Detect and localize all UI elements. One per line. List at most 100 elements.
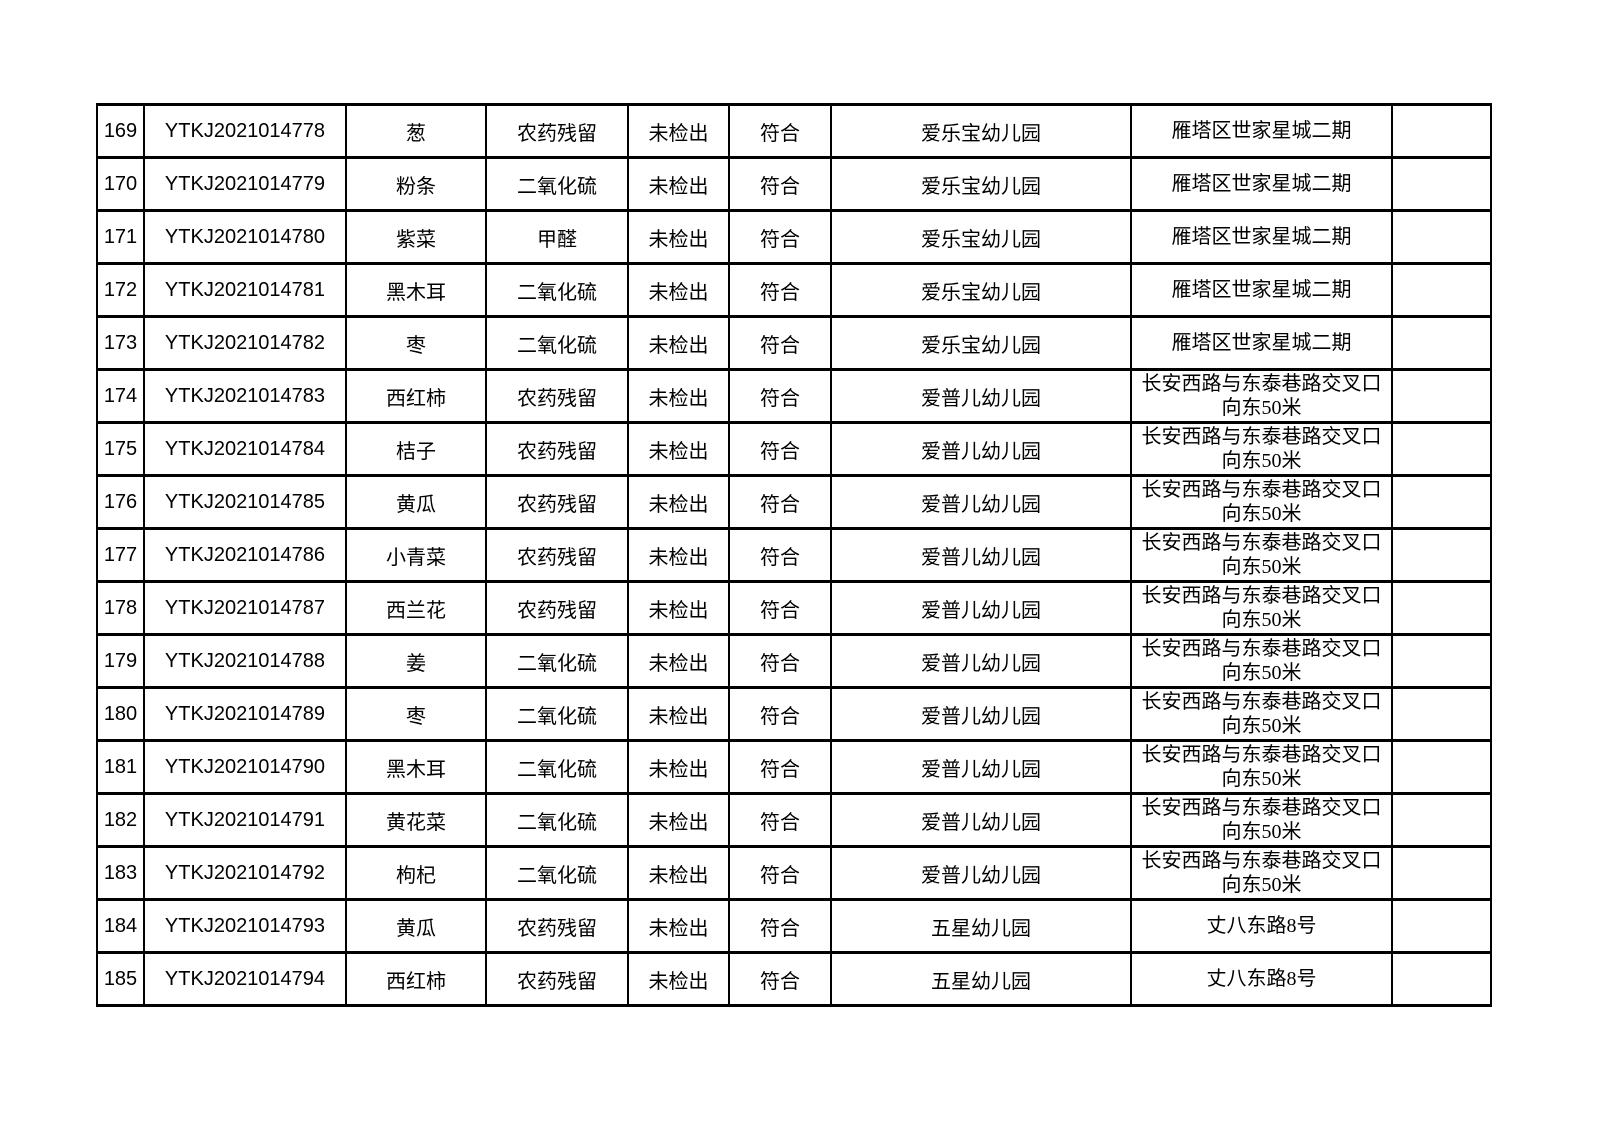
- cell-food-item: 枣: [345, 315, 487, 371]
- cell-conclusion: 符合: [728, 792, 832, 848]
- cell-row-number: 171: [96, 209, 145, 265]
- cell-organization: 爱普儿幼儿园: [830, 421, 1132, 477]
- cell-conclusion: 符合: [728, 368, 832, 424]
- cell-remark: [1391, 421, 1492, 477]
- cell-address: 长安西路与东泰巷路交叉口向东50米: [1130, 739, 1393, 795]
- cell-remark: [1391, 580, 1492, 636]
- cell-organization: 爱乐宝幼儿园: [830, 262, 1132, 318]
- cell-food-item: 黑木耳: [345, 739, 487, 795]
- table-row: 175 YTKJ2021014784 桔子 农药残留 未检出 符合 爱普儿幼儿园 长安西路与东…: [96, 421, 1492, 477]
- table-row: 183 YTKJ2021014792 枸杞 二氧化硫 未检出 符合 爱普儿幼儿园 长安西路与东…: [96, 845, 1492, 901]
- cell-remark: [1391, 686, 1492, 742]
- cell-address: 长安西路与东泰巷路交叉口向东50米: [1130, 421, 1393, 477]
- cell-test-item: 二氧化硫: [485, 845, 629, 901]
- cell-row-number: 180: [96, 686, 145, 742]
- cell-address: 长安西路与东泰巷路交叉口向东50米: [1130, 580, 1393, 636]
- cell-test-result: 未检出: [627, 686, 730, 742]
- cell-sample-id: YTKJ2021014780: [143, 209, 347, 265]
- cell-remark: [1391, 951, 1492, 1007]
- cell-row-number: 170: [96, 156, 145, 212]
- cell-address: 长安西路与东泰巷路交叉口向东50米: [1130, 527, 1393, 583]
- cell-sample-id: YTKJ2021014789: [143, 686, 347, 742]
- table-row: 177 YTKJ2021014786 小青菜 农药残留 未检出 符合 爱普儿幼儿园 长安西路与…: [96, 527, 1492, 583]
- cell-food-item: 小青菜: [345, 527, 487, 583]
- cell-conclusion: 符合: [728, 633, 832, 689]
- cell-test-result: 未检出: [627, 103, 730, 159]
- cell-organization: 爱普儿幼儿园: [830, 527, 1132, 583]
- cell-conclusion: 符合: [728, 315, 832, 371]
- table-row: 169 YTKJ2021014778 葱农药残留 未检出 符合 爱乐宝幼儿园 雁塔区世家星城…: [96, 103, 1492, 159]
- cell-remark: [1391, 103, 1492, 159]
- cell-test-item: 二氧化硫: [485, 315, 629, 371]
- cell-test-result: 未检出: [627, 474, 730, 530]
- cell-remark: [1391, 633, 1492, 689]
- cell-sample-id: YTKJ2021014778: [143, 103, 347, 159]
- cell-sample-id: YTKJ2021014783: [143, 368, 347, 424]
- cell-address: 雁塔区世家星城二期: [1130, 262, 1393, 318]
- table-row: 178 YTKJ2021014787 西兰花 农药残留 未检出 符合 爱普儿幼儿园 长安西路与…: [96, 580, 1492, 636]
- cell-sample-id: YTKJ2021014786: [143, 527, 347, 583]
- cell-conclusion: 符合: [728, 262, 832, 318]
- cell-organization: 爱乐宝幼儿园: [830, 156, 1132, 212]
- cell-test-result: 未检出: [627, 209, 730, 265]
- cell-food-item: 黄瓜: [345, 898, 487, 954]
- cell-food-item: 西红柿: [345, 951, 487, 1007]
- table-row: 174 YTKJ2021014783 西红柿 农药残留 未检出 符合 爱普儿幼儿园 长安西路与…: [96, 368, 1492, 424]
- cell-test-result: 未检出: [627, 315, 730, 371]
- cell-address: 丈八东路8号: [1130, 898, 1393, 954]
- cell-test-item: 二氧化硫: [485, 686, 629, 742]
- table-row: 171 YTKJ2021014780 紫菜 甲醛 未检出 符合 爱乐宝幼儿园 雁塔区世家星城二…: [96, 209, 1492, 265]
- cell-sample-id: YTKJ2021014794: [143, 951, 347, 1007]
- cell-remark: [1391, 845, 1492, 901]
- cell-remark: [1391, 156, 1492, 212]
- cell-conclusion: 符合: [728, 103, 832, 159]
- cell-address: 丈八东路8号: [1130, 951, 1393, 1007]
- cell-sample-id: YTKJ2021014788: [143, 633, 347, 689]
- cell-remark: [1391, 739, 1492, 795]
- cell-test-result: 未检出: [627, 792, 730, 848]
- food-safety-inspection-table: 169 YTKJ2021014778 葱农药残留 未检出 符合 爱乐宝幼儿园 雁塔区世家星城…: [96, 103, 1492, 1007]
- table-row: 179 YTKJ2021014788 姜二氧化硫 未检出 符合 爱普儿幼儿园 长安西路与东泰…: [96, 633, 1492, 689]
- cell-remark: [1391, 898, 1492, 954]
- cell-row-number: 169: [96, 103, 145, 159]
- cell-organization: 爱普儿幼儿园: [830, 845, 1132, 901]
- cell-organization: 爱普儿幼儿园: [830, 580, 1132, 636]
- cell-remark: [1391, 792, 1492, 848]
- cell-remark: [1391, 209, 1492, 265]
- table-row: 176 YTKJ2021014785 黄瓜 农药残留 未检出 符合 爱普儿幼儿园 长安西路与东…: [96, 474, 1492, 530]
- cell-address: 雁塔区世家星城二期: [1130, 156, 1393, 212]
- cell-test-item: 二氧化硫: [485, 792, 629, 848]
- cell-organization: 爱乐宝幼儿园: [830, 103, 1132, 159]
- cell-test-item: 农药残留: [485, 368, 629, 424]
- cell-address: 长安西路与东泰巷路交叉口向东50米: [1130, 368, 1393, 424]
- cell-food-item: 黄花菜: [345, 792, 487, 848]
- cell-test-item: 农药残留: [485, 951, 629, 1007]
- cell-test-result: 未检出: [627, 580, 730, 636]
- cell-remark: [1391, 368, 1492, 424]
- table-row: 180 YTKJ2021014789 枣二氧化硫 未检出 符合 爱普儿幼儿园 长安西路与东泰…: [96, 686, 1492, 742]
- cell-sample-id: YTKJ2021014792: [143, 845, 347, 901]
- cell-organization: 爱普儿幼儿园: [830, 792, 1132, 848]
- cell-test-item: 农药残留: [485, 527, 629, 583]
- cell-organization: 爱普儿幼儿园: [830, 686, 1132, 742]
- table-row: 173 YTKJ2021014782 枣二氧化硫 未检出 符合 爱乐宝幼儿园 雁塔区世家星城…: [96, 315, 1492, 371]
- cell-test-result: 未检出: [627, 421, 730, 477]
- cell-sample-id: YTKJ2021014782: [143, 315, 347, 371]
- cell-organization: 爱乐宝幼儿园: [830, 315, 1132, 371]
- cell-conclusion: 符合: [728, 156, 832, 212]
- cell-address: 雁塔区世家星城二期: [1130, 209, 1393, 265]
- cell-organization: 爱普儿幼儿园: [830, 474, 1132, 530]
- cell-sample-id: YTKJ2021014779: [143, 156, 347, 212]
- table-row: 184 YTKJ2021014793 黄瓜 农药残留 未检出 符合 五星幼儿园 丈八东路8号: [96, 898, 1492, 954]
- table-row: 182 YTKJ2021014791 黄花菜 二氧化硫 未检出 符合 爱普儿幼儿园 长安西路与…: [96, 792, 1492, 848]
- cell-row-number: 181: [96, 739, 145, 795]
- cell-food-item: 枸杞: [345, 845, 487, 901]
- cell-conclusion: 符合: [728, 421, 832, 477]
- cell-test-result: 未检出: [627, 845, 730, 901]
- cell-conclusion: 符合: [728, 739, 832, 795]
- cell-test-item: 二氧化硫: [485, 739, 629, 795]
- cell-organization: 爱普儿幼儿园: [830, 368, 1132, 424]
- cell-food-item: 姜: [345, 633, 487, 689]
- cell-address: 长安西路与东泰巷路交叉口向东50米: [1130, 792, 1393, 848]
